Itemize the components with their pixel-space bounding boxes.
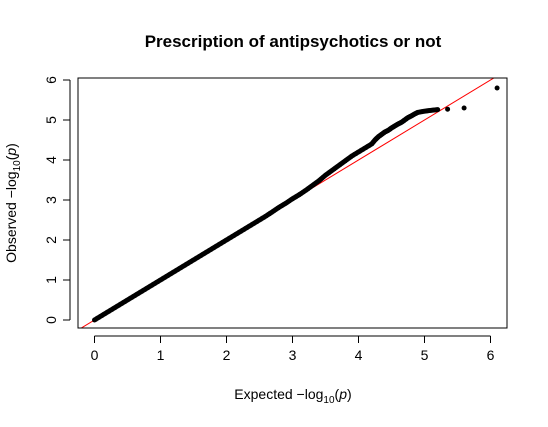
x-tick-label: 3 bbox=[289, 347, 297, 363]
x-tick-label: 4 bbox=[355, 347, 363, 363]
y-axis-label-var: p bbox=[3, 148, 19, 157]
x-axis-label-subscript: 10 bbox=[323, 395, 335, 406]
data-point bbox=[445, 106, 451, 112]
svg-text:Expected −log10(p): Expected −log10(p) bbox=[234, 386, 351, 406]
y-tick-label: 0 bbox=[43, 316, 59, 324]
x-axis-label-var: p bbox=[338, 386, 347, 402]
y-axis: 0 1 2 3 4 5 6 bbox=[43, 76, 71, 324]
x-tick-label: 0 bbox=[91, 347, 99, 363]
y-axis-label-prefix: Observed −log bbox=[3, 171, 19, 262]
y-axis-label-subscript: 10 bbox=[12, 160, 23, 172]
x-tick-label: 2 bbox=[223, 347, 231, 363]
x-tick-label: 5 bbox=[421, 347, 429, 363]
y-tick-label: 5 bbox=[43, 116, 59, 124]
x-tick-label: 6 bbox=[487, 347, 495, 363]
x-axis: 0 1 2 3 4 5 6 bbox=[91, 335, 495, 363]
x-axis-label-prefix: Expected −log bbox=[234, 386, 323, 402]
x-tick-label: 1 bbox=[157, 347, 165, 363]
data-points bbox=[92, 85, 500, 323]
y-tick-label: 1 bbox=[43, 276, 59, 284]
y-tick-label: 3 bbox=[43, 196, 59, 204]
x-axis-label-close: ) bbox=[347, 386, 352, 402]
y-axis-label-open: ( bbox=[3, 155, 19, 160]
x-axis-label: Expected −log10(p) bbox=[234, 386, 351, 406]
y-axis-label-close: ) bbox=[3, 143, 19, 148]
y-tick-label: 4 bbox=[43, 156, 59, 164]
data-point bbox=[494, 85, 500, 91]
plot-area-border bbox=[77, 77, 508, 329]
y-tick-label: 6 bbox=[43, 76, 59, 84]
svg-text:Observed −log10(p): Observed −log10(p) bbox=[3, 143, 23, 263]
y-axis-label: Observed −log10(p) bbox=[3, 143, 23, 263]
data-point bbox=[435, 107, 441, 113]
chart-title: Prescription of antipsychotics or not bbox=[145, 32, 442, 51]
x-axis-label-open: ( bbox=[335, 386, 340, 402]
data-point bbox=[461, 105, 467, 111]
y-tick-label: 2 bbox=[43, 236, 59, 244]
